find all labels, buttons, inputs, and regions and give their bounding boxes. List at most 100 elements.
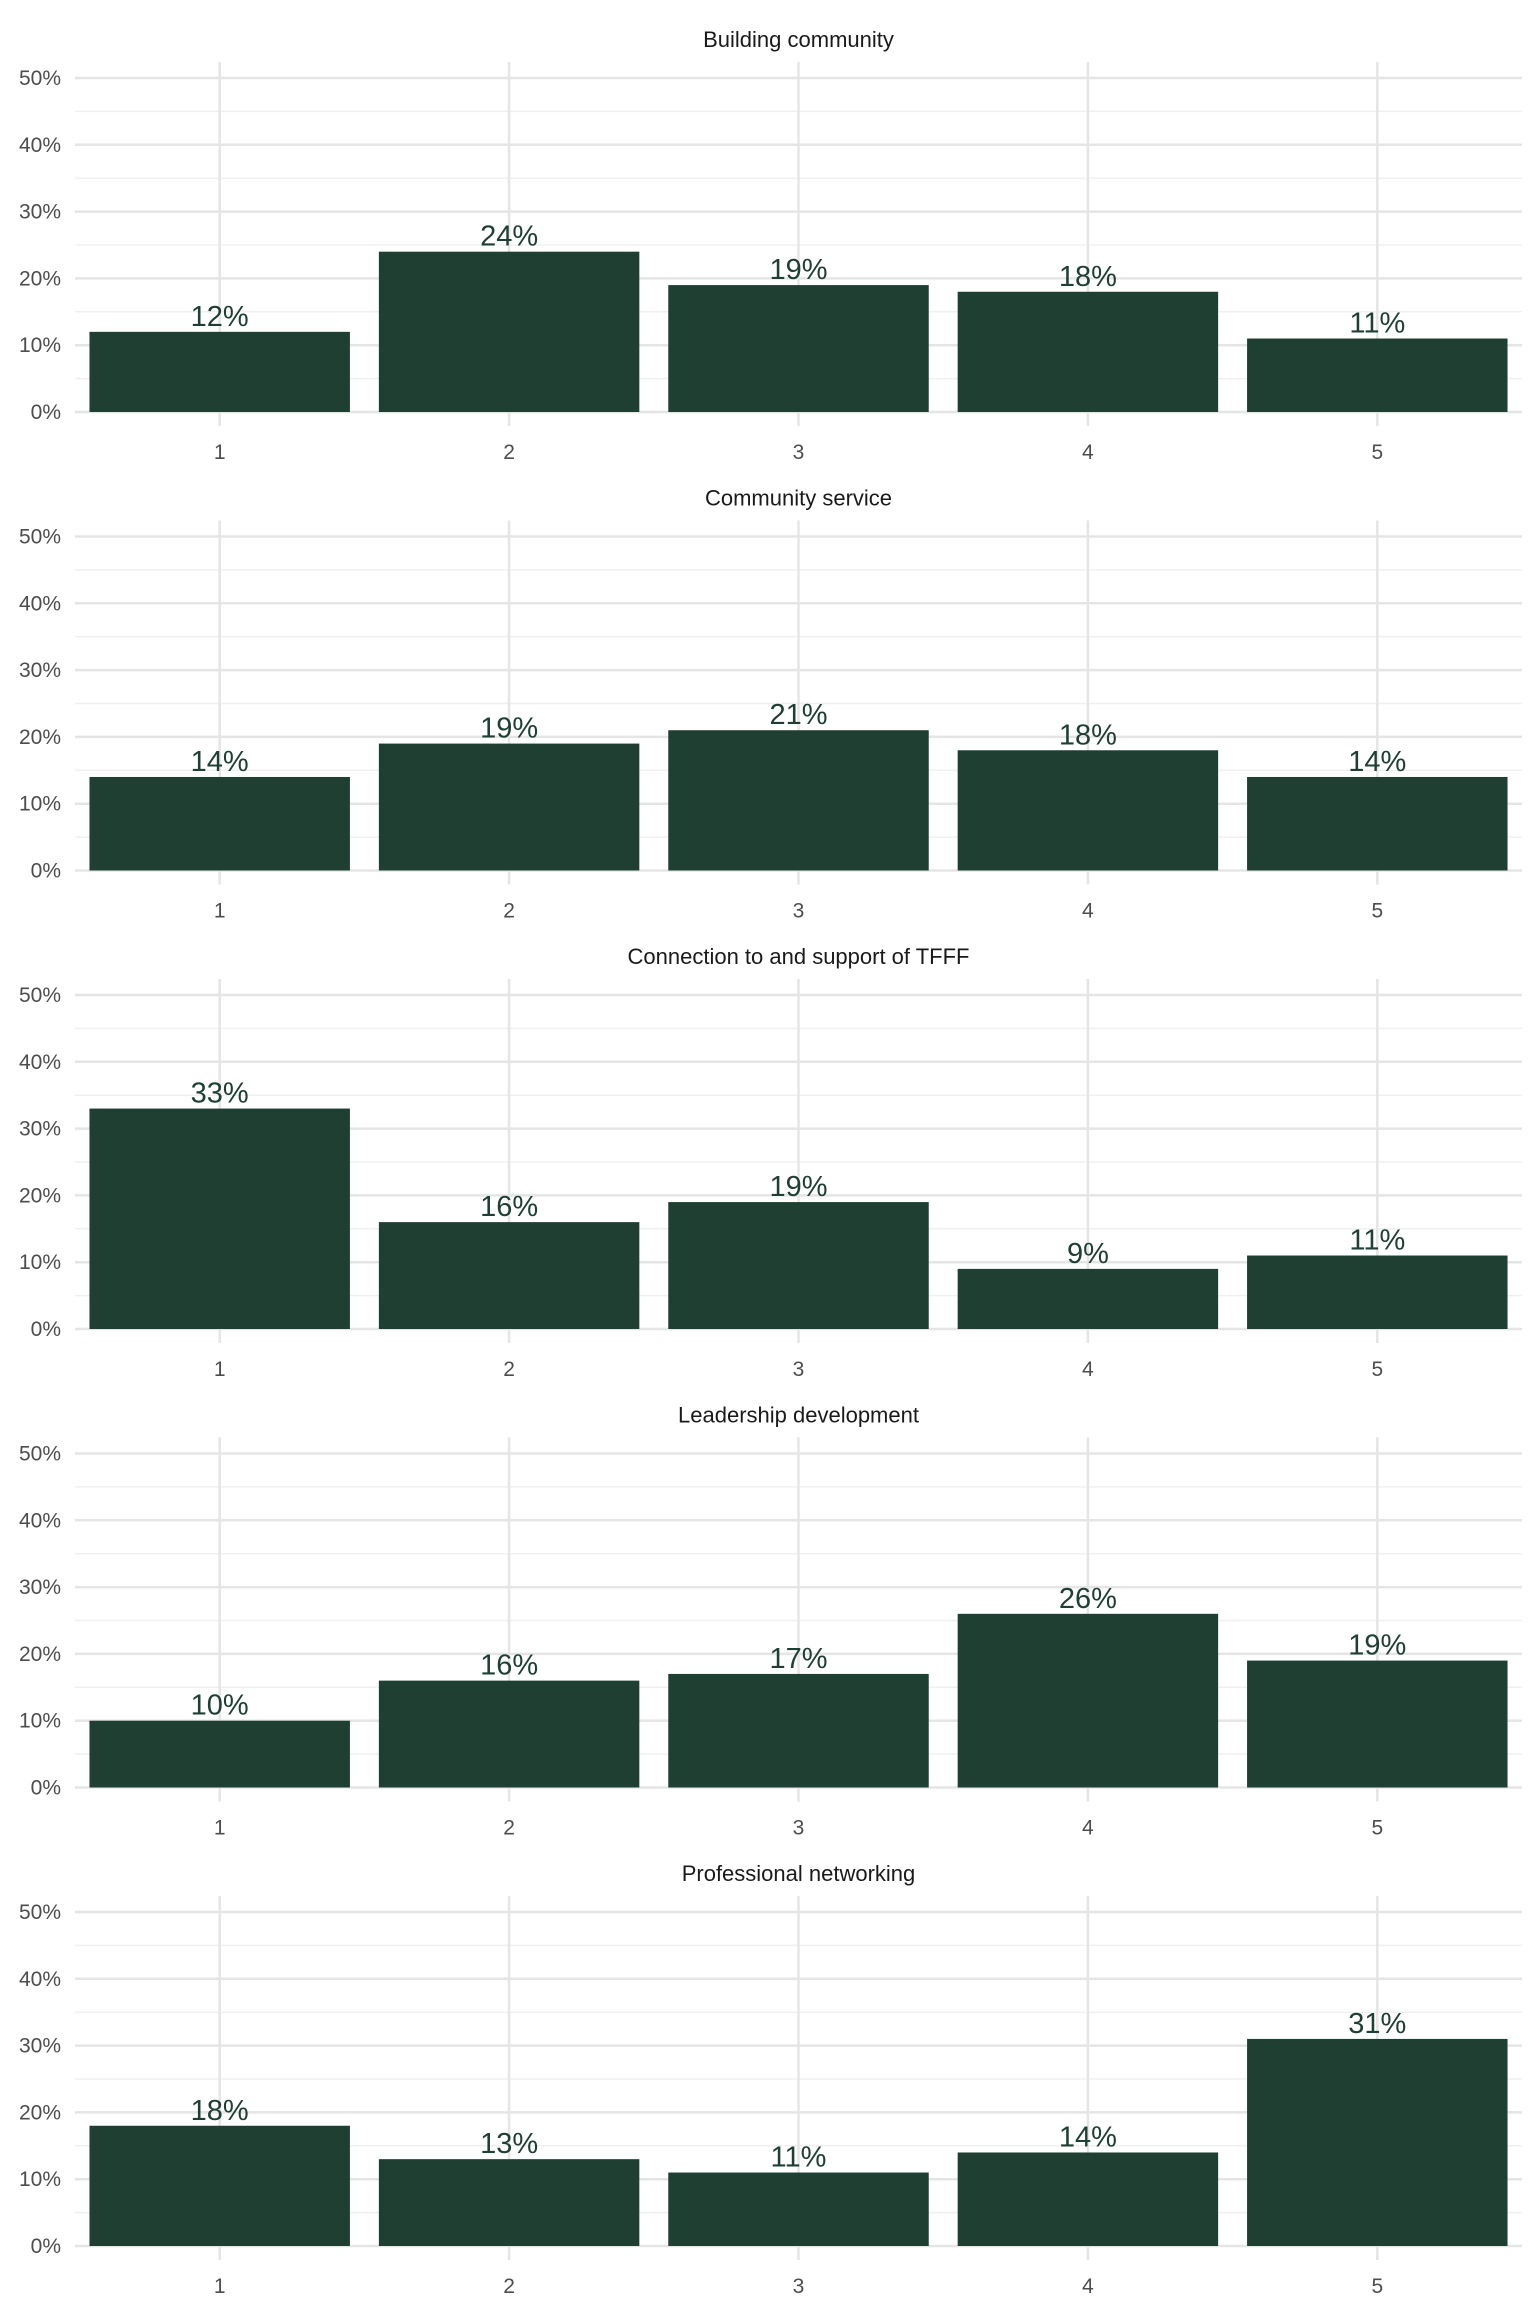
y-tick-label: 50% [19,984,61,1007]
x-tick-label: 3 [793,2275,805,2298]
x-tick-label: 4 [1082,2275,1094,2298]
bar [668,2172,929,2246]
data-label: 19% [769,254,827,286]
x-tick-label: 1 [214,1817,226,1840]
y-tick-label: 0% [31,401,61,424]
x-tick-label: 1 [214,2275,226,2298]
bar [89,2125,350,2246]
data-label: 16% [480,1191,538,1223]
y-tick-label: 0% [31,860,61,883]
y-tick-label: 30% [19,659,61,682]
bar [668,1673,929,1788]
data-label: 17% [769,1643,827,1675]
bar [89,776,350,871]
x-tick-label: 2 [503,2275,515,2298]
data-label: 21% [769,699,827,731]
y-tick-label: 50% [19,1443,61,1466]
x-tick-label: 5 [1371,1817,1383,1840]
bar [957,1613,1219,1788]
y-tick-label: 10% [19,2168,61,2191]
data-label: 18% [1059,719,1117,751]
panel-title: Connection to and support of TFFF [628,944,970,969]
bar [378,2159,640,2246]
x-tick-label: 5 [1371,1358,1383,1381]
y-tick-label: 20% [19,1184,61,1207]
x-tick-label: 5 [1371,2275,1383,2298]
data-label: 18% [1059,261,1117,293]
x-tick-label: 3 [793,900,805,923]
data-label: 26% [1059,1583,1117,1615]
panel-1: 0% 10% 20% 30% 40% 50% 12% 24% 19% 18% 11% 1 2 3 4 5 Bui… [19,27,1522,464]
y-tick-label: 20% [19,2101,61,2124]
bar [378,1222,640,1329]
data-label: 11% [771,2142,827,2174]
panel-4: 0% 10% 20% 30% 40% 50% 10% 16% 17% 26% 19% 1 2 3 4 5 Lea… [19,1403,1522,1840]
data-label: 11% [1349,308,1405,340]
data-label: 18% [191,2095,249,2127]
bar [957,291,1219,412]
data-label: 14% [191,746,249,778]
y-tick-label: 10% [19,793,61,816]
x-tick-label: 1 [214,441,226,464]
y-tick-label: 20% [19,1643,61,1666]
data-label: 14% [1059,2121,1117,2153]
x-tick-label: 4 [1082,1358,1094,1381]
bar [668,285,929,412]
y-tick-label: 40% [19,134,61,157]
y-tick-label: 40% [19,592,61,615]
panel-3: 0% 10% 20% 30% 40% 50% 33% 16% 19% 9% 11% 1 2 3 4 5 Conn… [19,944,1522,1381]
y-tick-label: 30% [19,201,61,224]
bar [1247,776,1508,871]
bar [378,251,640,412]
x-tick-label: 4 [1082,900,1094,923]
y-tick-label: 0% [31,1318,61,1341]
y-tick-label: 10% [19,1251,61,1274]
y-tick-label: 50% [19,526,61,549]
panel-title: Building community [703,27,894,52]
data-label: 14% [1348,746,1406,778]
y-tick-label: 50% [19,67,61,90]
y-tick-label: 0% [31,1777,61,1800]
data-label: 16% [480,1650,538,1682]
bar [89,1108,350,1329]
panel-title: Professional networking [682,1861,916,1886]
x-tick-label: 2 [503,441,515,464]
x-tick-label: 3 [793,1358,805,1381]
x-tick-label: 1 [214,900,226,923]
data-label: 31% [1348,2008,1406,2040]
panel-title: Community service [705,486,892,511]
data-label: 10% [191,1690,249,1722]
y-tick-label: 30% [19,1118,61,1141]
bar [957,1268,1219,1329]
x-tick-label: 4 [1082,441,1094,464]
data-label: 11% [1349,1225,1405,1257]
y-tick-label: 50% [19,1901,61,1924]
x-tick-label: 4 [1082,1817,1094,1840]
y-tick-label: 30% [19,2035,61,2058]
y-tick-label: 40% [19,1968,61,1991]
panel-5: 0% 10% 20% 30% 40% 50% 18% 13% 11% 14% 31% 1 2 3 4 5 Pro… [19,1861,1522,2298]
data-label: 9% [1067,1238,1109,1270]
y-tick-label: 0% [31,2235,61,2258]
x-tick-label: 2 [503,1358,515,1381]
data-label: 19% [769,1171,827,1203]
x-tick-label: 5 [1371,441,1383,464]
y-tick-label: 20% [19,726,61,749]
bar [89,1720,350,1788]
data-label: 19% [1348,1630,1406,1662]
bar [378,1680,640,1788]
data-label: 33% [191,1078,249,1110]
panel-title: Leadership development [678,1403,919,1428]
data-label: 24% [480,221,538,253]
bar [1247,2038,1508,2246]
y-tick-label: 40% [19,1051,61,1074]
data-label: 12% [191,301,249,333]
bar [957,750,1219,871]
bar [957,2152,1219,2246]
x-tick-label: 1 [214,1358,226,1381]
bar [1247,1255,1508,1329]
x-tick-label: 2 [503,1817,515,1840]
x-tick-label: 3 [793,441,805,464]
bar [1247,338,1508,412]
